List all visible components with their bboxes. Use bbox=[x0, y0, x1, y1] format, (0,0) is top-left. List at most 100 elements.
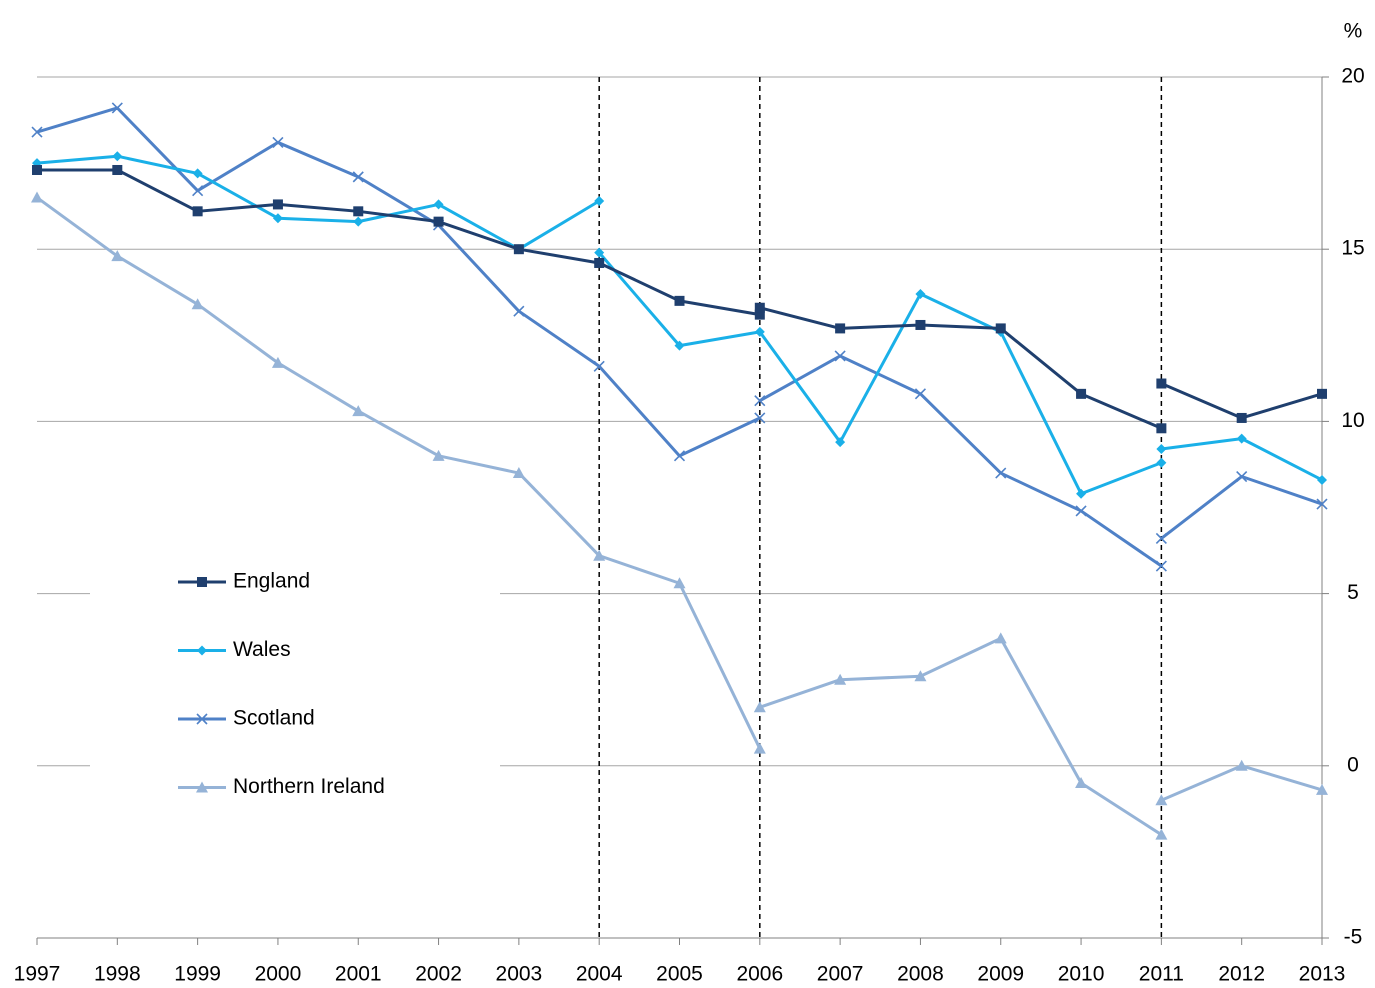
marker bbox=[1155, 532, 1167, 545]
marker bbox=[513, 305, 525, 317]
marker bbox=[196, 713, 208, 725]
marker bbox=[1316, 783, 1328, 795]
marker bbox=[1236, 412, 1247, 423]
x-tick-label: 2012 bbox=[1218, 963, 1265, 986]
series-line bbox=[36, 154, 1323, 496]
marker bbox=[31, 126, 43, 138]
legend-label: England bbox=[233, 570, 310, 593]
marker bbox=[272, 213, 283, 224]
marker bbox=[995, 323, 1006, 334]
marker bbox=[594, 257, 605, 268]
marker bbox=[754, 395, 766, 407]
marker bbox=[352, 405, 365, 417]
legend-box bbox=[90, 555, 500, 815]
marker bbox=[914, 670, 927, 682]
marker bbox=[674, 295, 685, 306]
marker bbox=[753, 701, 766, 713]
legend-label: Scotland bbox=[233, 707, 315, 730]
marker bbox=[353, 206, 364, 217]
x-tick-label: 1998 bbox=[94, 963, 141, 986]
marker bbox=[1075, 505, 1087, 517]
marker bbox=[1156, 457, 1167, 468]
marker bbox=[673, 577, 686, 589]
marker bbox=[915, 288, 926, 299]
legend-label: Wales bbox=[233, 638, 291, 661]
marker bbox=[1156, 443, 1167, 454]
marker bbox=[1236, 470, 1248, 483]
x-tick-label: 2011 bbox=[1139, 963, 1184, 986]
x-tick-label: 2008 bbox=[897, 963, 944, 986]
marker bbox=[754, 326, 765, 337]
x-tick-label: 2001 bbox=[335, 963, 382, 986]
marker bbox=[32, 164, 42, 175]
x-tick-label: 2013 bbox=[1299, 963, 1346, 986]
marker bbox=[593, 549, 606, 561]
x-tick-label: 2005 bbox=[656, 963, 703, 986]
marker bbox=[754, 309, 765, 320]
marker bbox=[914, 388, 927, 400]
marker bbox=[1155, 560, 1167, 572]
x-tick-label: 1999 bbox=[174, 963, 221, 986]
marker bbox=[754, 412, 766, 424]
y-tick-label: 0 bbox=[1347, 753, 1359, 776]
marker bbox=[1076, 488, 1087, 499]
marker bbox=[197, 577, 207, 587]
marker bbox=[594, 195, 605, 206]
marker bbox=[994, 632, 1007, 644]
marker bbox=[31, 191, 43, 203]
x-tick-label: 2002 bbox=[415, 963, 462, 986]
marker bbox=[191, 298, 204, 310]
marker bbox=[192, 168, 203, 179]
marker bbox=[352, 171, 364, 183]
marker bbox=[112, 151, 123, 162]
x-tick-label: 2004 bbox=[576, 963, 623, 986]
y-tick-label: 5 bbox=[1347, 581, 1359, 604]
x-tick-label: 2006 bbox=[736, 963, 783, 986]
y-tick-label: -5 bbox=[1344, 926, 1363, 949]
marker bbox=[512, 467, 525, 479]
marker bbox=[834, 673, 847, 685]
marker bbox=[192, 185, 204, 197]
marker bbox=[1316, 498, 1328, 510]
x-tick-label: 2010 bbox=[1058, 963, 1105, 986]
marker bbox=[1156, 423, 1167, 434]
marker bbox=[112, 164, 123, 175]
y-unit: % bbox=[1344, 20, 1363, 43]
marker bbox=[433, 216, 444, 227]
marker bbox=[1317, 474, 1327, 485]
marker bbox=[835, 437, 846, 448]
marker bbox=[1076, 388, 1087, 399]
x-tick-label: 2000 bbox=[255, 963, 302, 986]
marker bbox=[1236, 433, 1247, 444]
y-tick-label: 10 bbox=[1341, 409, 1364, 432]
marker bbox=[196, 781, 208, 793]
marker bbox=[594, 247, 605, 258]
marker bbox=[834, 350, 846, 362]
marker bbox=[674, 340, 685, 351]
marker bbox=[1235, 759, 1248, 771]
y-tick-label: 15 bbox=[1341, 237, 1364, 260]
marker bbox=[271, 356, 284, 368]
marker bbox=[197, 645, 207, 656]
x-tick-label: 1997 bbox=[14, 963, 61, 986]
marker bbox=[111, 250, 124, 262]
marker bbox=[433, 199, 444, 210]
x-tick-label: 2007 bbox=[817, 963, 864, 986]
marker bbox=[1317, 388, 1327, 399]
y-tick-label: 20 bbox=[1341, 65, 1364, 88]
marker bbox=[835, 323, 846, 334]
marker bbox=[1075, 777, 1088, 789]
marker bbox=[1155, 828, 1168, 840]
series-line bbox=[36, 106, 1323, 568]
marker bbox=[915, 319, 926, 330]
marker bbox=[593, 360, 605, 372]
marker bbox=[753, 742, 766, 754]
marker bbox=[432, 449, 445, 461]
marker bbox=[111, 102, 123, 114]
marker bbox=[192, 206, 203, 217]
x-tick-label: 2003 bbox=[496, 963, 543, 986]
marker bbox=[754, 302, 765, 313]
marker bbox=[513, 244, 524, 255]
marker bbox=[673, 450, 686, 462]
